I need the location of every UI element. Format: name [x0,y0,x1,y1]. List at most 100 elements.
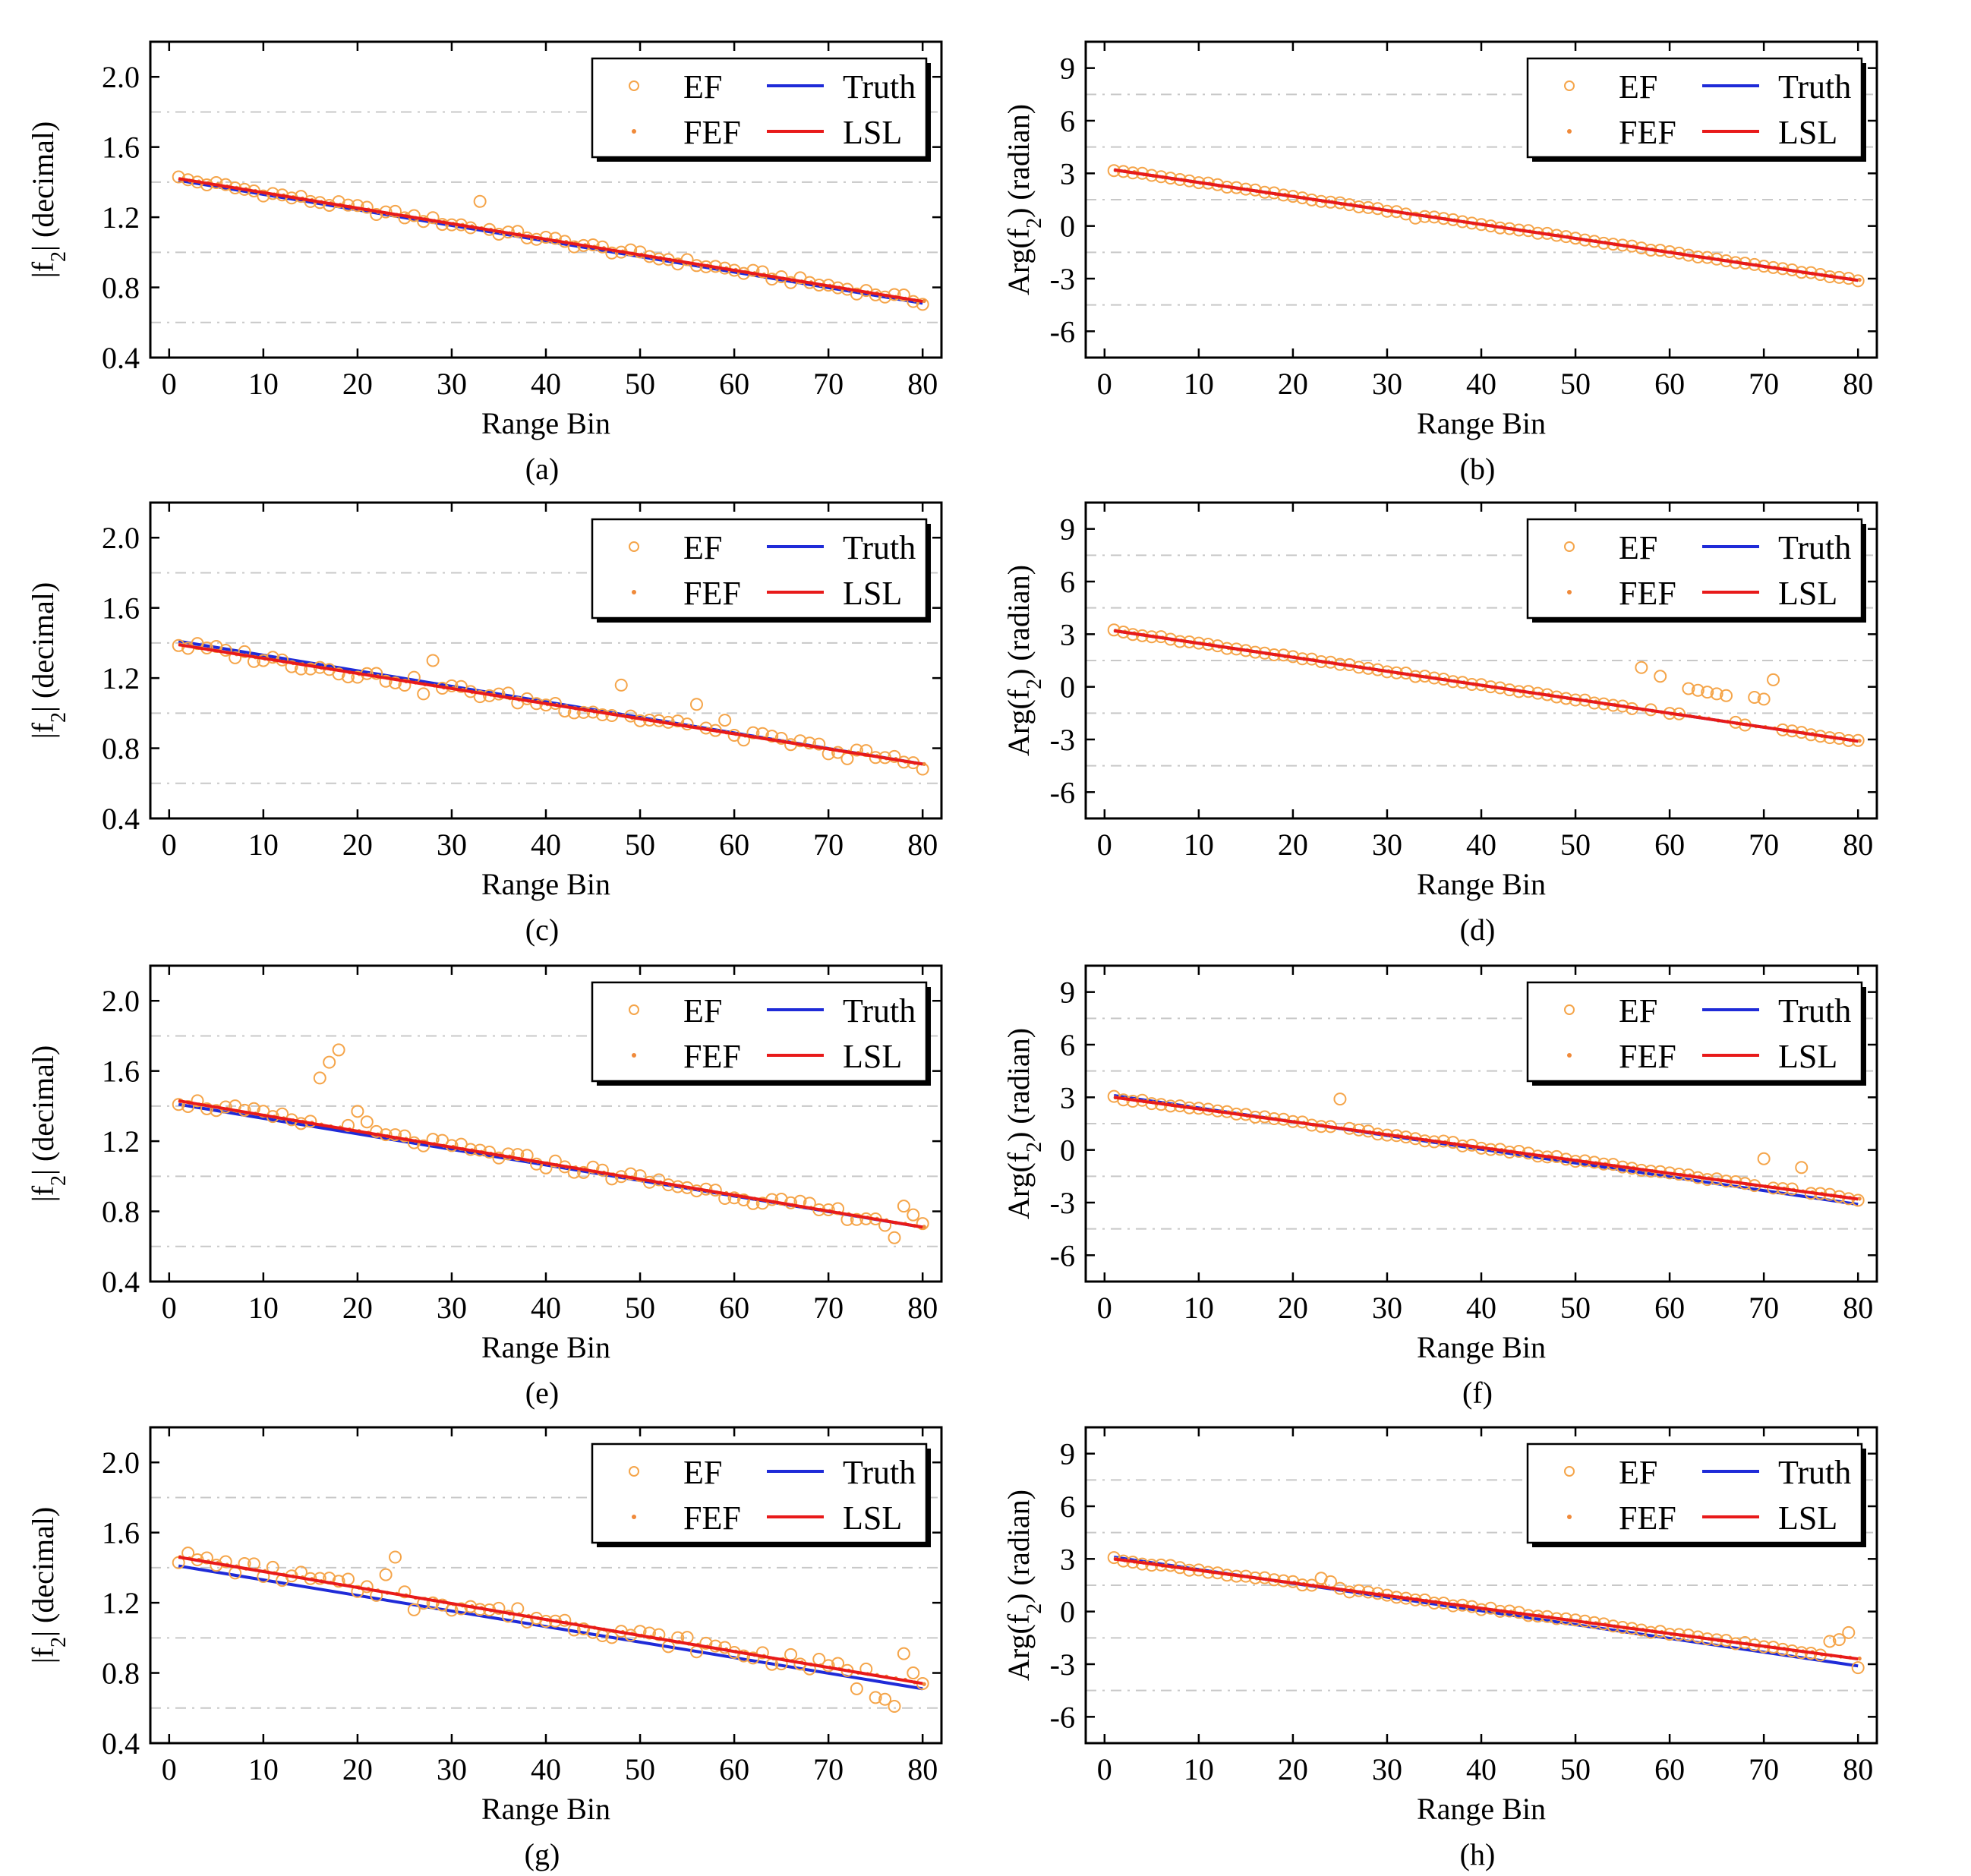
ef-point [445,679,459,692]
legend-lsl-label: LSL [1778,114,1837,151]
ef-point [172,1098,185,1111]
ef-point [605,246,619,260]
ef-point [501,1610,515,1623]
legend-truth-label: Truth [1778,68,1851,106]
ef-point [313,1071,326,1085]
legend-box [591,518,928,620]
ef-point [548,232,562,245]
ef-point [417,1139,430,1152]
legend-fef-label: FEF [683,114,741,151]
ef-point [266,651,279,664]
panel-caption: (a) [525,452,559,486]
panel-c: 0 10 20 30 40 50 60 70 80 0.4 0.8 1.2 1.6 2.0 Range Bi… [26,501,943,947]
legend: EF FEF Truth LSL [591,57,931,162]
x-tick-label: 70 [1749,367,1779,401]
ef-point [473,690,487,704]
y-tick-label: 3 [1060,156,1075,191]
x-tick-label: 60 [719,1752,749,1786]
legend-fef-marker [1567,1053,1572,1058]
ef-point [313,1572,326,1585]
fef-point [1857,278,1862,282]
y-tick-label: -3 [1050,1647,1075,1682]
ef-point [332,1575,345,1588]
fef-point [1857,739,1862,743]
ef-point [323,1055,336,1069]
ef-point [238,645,251,658]
panel-g: 0 10 20 30 40 50 60 70 80 0.4 0.8 1.2 1.6 2.0 Range Bi… [26,1426,943,1871]
ef-point [652,1628,666,1641]
panel-caption: (g) [525,1837,560,1871]
x-tick-label: 10 [1184,1752,1214,1786]
ef-point [567,240,581,254]
ef-point [219,1555,232,1569]
x-tick-label: 0 [1097,367,1112,401]
legend-lsl-label: LSL [1778,1499,1837,1537]
ef-point [624,243,638,257]
ef-point [897,288,910,302]
fef-point [1857,1656,1862,1661]
ef-point [765,273,779,286]
panel-caption: (e) [525,1376,559,1410]
x-tick-label: 50 [625,828,655,862]
legend-ef-label: EF [1619,1454,1657,1491]
ef-point [426,211,440,225]
panel-caption: (c) [525,913,559,947]
ef-point [454,1602,468,1616]
x-tick-label: 40 [1466,367,1496,401]
y-tick-label: -3 [1050,1186,1075,1220]
ef-point [1701,686,1714,699]
ef-point [1851,1661,1865,1675]
y-tick-label: 0 [1060,1595,1075,1629]
legend-box [1526,981,1863,1083]
x-tick-label: 50 [1560,367,1591,401]
ef-point [285,660,298,673]
ef-point [351,199,364,213]
y-tick-label: 0.4 [102,1265,140,1299]
fef-point [922,1682,926,1686]
x-tick-label: 60 [1654,1291,1685,1325]
lsl-line [1113,1557,1859,1661]
x-tick-label: 0 [162,367,177,401]
x-axis-label: Range Bin [481,1792,610,1826]
legend-lsl-label: LSL [843,1499,902,1537]
y-tick-label: 1.2 [102,1586,140,1620]
ef-point [398,1585,412,1599]
x-tick-label: 70 [1749,1291,1779,1325]
legend-fef-label: FEF [1619,114,1676,151]
x-tick-label: 20 [342,367,373,401]
legend-fef-marker [1567,1515,1572,1519]
x-tick-label: 10 [1184,367,1214,401]
y-tick-label: -3 [1050,723,1075,757]
panel-d: 0 10 20 30 40 50 60 70 80 -6 -3 0 3 6 9 Range Bin Arg(f2… [1001,501,1878,947]
panel-e: 0 10 20 30 40 50 60 70 80 0.4 0.8 1.2 1.6 2.0 Range Bi… [26,964,943,1410]
y-tick-label: 1.2 [102,1124,140,1159]
ef-point [257,189,270,203]
x-tick-label: 0 [1097,828,1112,862]
legend-fef-label: FEF [1619,1499,1676,1537]
ef-point [370,207,383,221]
y-tick-label: 0 [1060,1133,1075,1168]
ef-point [229,651,242,664]
x-tick-label: 80 [907,1752,938,1786]
legend: EF FEF Truth LSL [1526,57,1866,162]
x-tick-label: 60 [1654,1752,1685,1786]
lsl-line [1113,629,1859,743]
ef-point [642,1626,656,1640]
y-tick-label: 0.4 [102,802,140,836]
ef-point [840,752,854,765]
y-tick-label: 1.6 [102,1055,140,1089]
x-axis-label: Range Bin [1417,867,1546,901]
ef-point [755,1646,769,1660]
ef-point [172,170,185,184]
y-tick-label: 9 [1060,52,1075,86]
ef-point [1682,682,1695,695]
ef-point [379,1568,393,1581]
legend-ef-marker [629,541,639,552]
x-tick-label: 70 [813,1291,844,1325]
legend: EF FEF Truth LSL [591,981,931,1086]
legend-ef-label: EF [683,992,722,1029]
ef-point [1691,683,1705,697]
ef-point [1408,211,1422,225]
y-tick-label: 2.0 [102,1446,140,1480]
